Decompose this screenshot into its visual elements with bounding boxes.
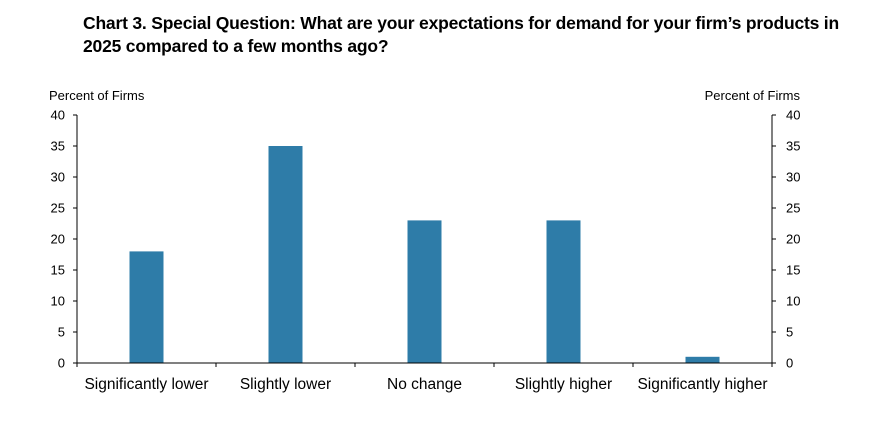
- right-tick-label-40: 40: [786, 108, 800, 123]
- right-tick-label-5: 5: [786, 325, 793, 340]
- bar-significantly-higher: [685, 356, 720, 363]
- left-tick-label-5: 5: [58, 325, 65, 340]
- left-tick-label-15: 15: [51, 263, 65, 278]
- x-tick-label: Significantly lower: [84, 376, 208, 393]
- right-tick-label-20: 20: [786, 232, 800, 247]
- right-tick-label-10: 10: [786, 294, 800, 309]
- right-axis-label: Percent of Firms: [704, 88, 800, 103]
- left-tick-label-30: 30: [51, 170, 65, 185]
- left-tick-label-10: 10: [51, 294, 65, 309]
- left-tick-label-35: 35: [51, 139, 65, 154]
- right-tick-label-30: 30: [786, 170, 800, 185]
- right-tick-label-35: 35: [786, 139, 800, 154]
- bar-slightly-lower: [268, 146, 303, 363]
- x-tick-label: Slightly higher: [515, 376, 612, 393]
- bar-slightly-higher: [546, 220, 581, 363]
- right-tick-label-15: 15: [786, 263, 800, 278]
- left-tick-label-20: 20: [51, 232, 65, 247]
- bar-significantly-lower: [129, 251, 164, 363]
- x-tick-label: Slightly lower: [240, 376, 331, 393]
- x-tick-label: No change: [387, 376, 462, 393]
- left-tick-label-40: 40: [51, 108, 65, 123]
- right-tick-label-0: 0: [786, 356, 793, 371]
- chart-title: Chart 3. Special Question: What are your…: [83, 13, 839, 56]
- right-tick-label-25: 25: [786, 201, 800, 216]
- left-axis-label: Percent of Firms: [49, 88, 145, 103]
- left-tick-label-0: 0: [58, 356, 65, 371]
- bar-no-change: [407, 220, 442, 363]
- x-tick-label: Significantly higher: [637, 376, 767, 393]
- left-tick-label-25: 25: [51, 201, 65, 216]
